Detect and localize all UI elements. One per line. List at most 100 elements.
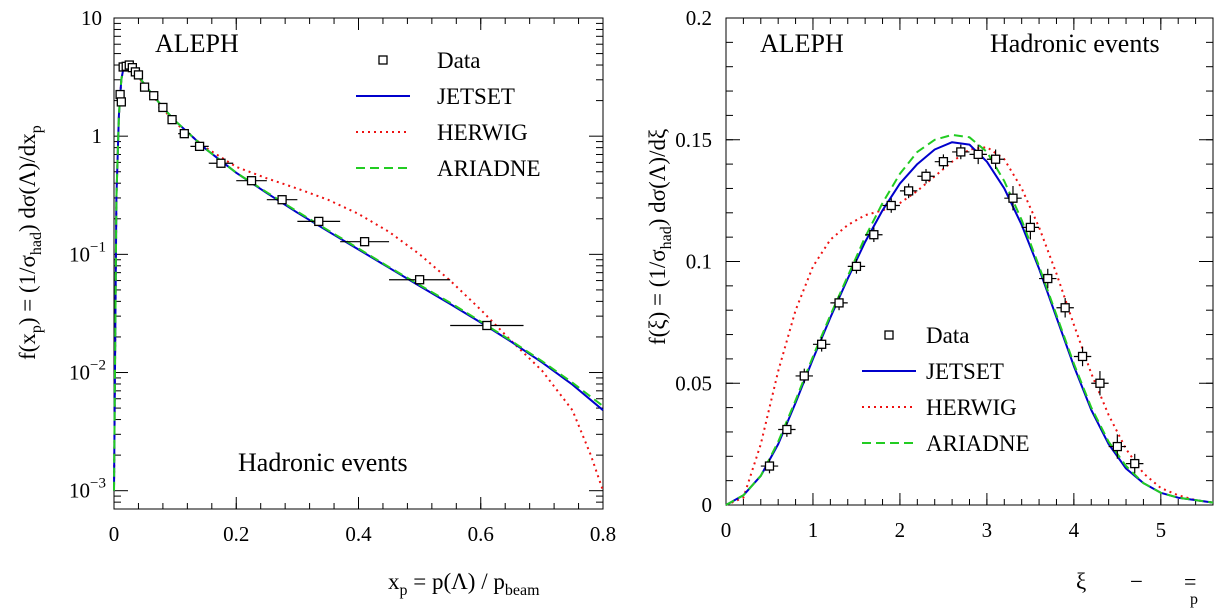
xp-y-tick-label: 10−3 <box>69 476 106 503</box>
xi-data-marker <box>782 424 792 435</box>
xi-data-marker <box>1095 378 1105 388</box>
xi-curve-herwig <box>725 146 1214 506</box>
xi-distribution-panel: 0 1 2 3 4 5 0 0.05 0.1 0.15 0.2 ALEPH Hadronic eve… <box>645 6 1214 608</box>
xi-y-tick-label: 0.2 <box>686 6 712 30</box>
xi-data-marker <box>921 171 931 181</box>
xi-data-point <box>899 183 918 199</box>
xi-data-marker <box>799 371 809 381</box>
xi-data-point <box>1108 434 1127 459</box>
xi-y-tick-label: 0.1 <box>686 250 712 274</box>
xp-data-marker <box>359 237 370 247</box>
xp-curve-herwig <box>113 62 604 492</box>
xp-data-marker <box>277 195 287 205</box>
xi-data-point <box>760 458 779 474</box>
xi-x-tick-label: 4 <box>1069 518 1080 542</box>
xi-x-axis-sub: p <box>1190 591 1198 608</box>
xi-legend-item-jetset: JETSET <box>862 359 1004 384</box>
xi-data-point <box>917 168 935 184</box>
xp-legend-marker <box>378 55 388 65</box>
xi-data-marker <box>886 200 896 211</box>
xp-data-marker <box>246 176 257 186</box>
xi-legend: Data JETSET HERWIG ARIADNE <box>862 323 1030 456</box>
xp-data-point <box>266 195 298 205</box>
xp-data-marker <box>116 97 126 107</box>
xi-data-point <box>1021 215 1040 240</box>
xp-data-point <box>158 102 168 113</box>
xp-y-tick-label: 1 <box>92 124 103 148</box>
xi-y-axis-label: f(ξ) = (1/σhad) dσ(Λ)/dξ <box>645 129 675 345</box>
xi-data-marker <box>1043 273 1053 284</box>
xi-legend-item-data: Data <box>884 323 969 348</box>
xp-legend: Data JETSET HERWIG ARIADNE <box>356 48 541 181</box>
xp-y-tick-label: 10−1 <box>69 239 106 266</box>
xi-x-axis-bar: = <box>1184 569 1196 594</box>
xi-data-marker <box>1025 222 1036 233</box>
xi-data-point <box>812 336 831 352</box>
xi-data-point <box>1073 346 1092 367</box>
xi-axis-ticks <box>725 17 1214 506</box>
xp-distribution-panel: 0 0.2 0.4 0.6 0.8 10 1 10−1 10−2 10−3 ALEPH Hadro… <box>15 6 616 599</box>
xp-tick-labels: 0 0.2 0.4 0.6 0.8 10 1 10−1 10−2 10−3 <box>69 6 616 546</box>
xp-legend-label: Data <box>437 48 480 73</box>
xp-annotation-label: Hadronic events <box>238 448 408 477</box>
xi-data-point <box>1091 371 1109 396</box>
xi-experiment-label: ALEPH <box>760 29 844 58</box>
xp-x-tick-label: 0.6 <box>468 522 494 546</box>
xp-data-marker <box>167 114 177 125</box>
xi-legend-item-ariadne: ARIADNE <box>862 431 1030 456</box>
xp-x-tick-label: 0.8 <box>590 522 616 546</box>
xi-curve-ariadne <box>725 133 1214 506</box>
xp-y-axis-label: f(xp) = (1/σhad) dσ(Λ)/dxp <box>15 125 45 360</box>
xp-data-marker <box>216 158 226 168</box>
xi-data-marker <box>903 186 914 196</box>
xi-tick-labels: 0 1 2 3 4 5 0 0.05 0.1 0.15 0.2 <box>675 6 1166 542</box>
xp-data-point <box>340 237 390 247</box>
xi-data-point <box>882 198 900 213</box>
xp-data-marker <box>314 216 324 227</box>
xi-data-marker <box>764 461 775 471</box>
xi-legend-label: HERWIG <box>926 395 1017 420</box>
xi-data-point <box>865 227 883 243</box>
xi-legend-item-herwig: HERWIG <box>862 395 1017 420</box>
xp-experiment-label: ALEPH <box>155 29 239 58</box>
xp-data-point <box>450 320 524 331</box>
xp-axis-ticks <box>113 17 604 510</box>
xp-data-point <box>116 97 126 107</box>
xp-data-points <box>115 60 524 331</box>
xi-data-point <box>969 144 987 165</box>
xp-data-point <box>178 129 191 139</box>
xp-legend-item-data: Data <box>378 48 480 73</box>
xp-y-tick-label: 10−2 <box>69 358 106 385</box>
xi-data-marker <box>1077 351 1088 362</box>
xp-legend-label: JETSET <box>437 84 515 109</box>
xi-legend-marker <box>884 330 894 340</box>
xi-data-marker <box>869 230 879 240</box>
xi-x-tick-label: 1 <box>808 518 819 542</box>
xi-data-marker <box>1008 193 1018 203</box>
xi-data-marker <box>1060 303 1070 313</box>
xi-data-point <box>847 259 866 274</box>
xp-data-point <box>149 91 159 101</box>
xp-plot-frame <box>113 17 604 510</box>
xi-data-point <box>830 295 848 311</box>
xp-data-marker <box>179 129 189 139</box>
xp-y-tick-label: 10 <box>81 6 102 30</box>
xp-data-marker <box>133 70 144 80</box>
xi-x-axis-label: ξ <box>1076 569 1086 594</box>
xp-x-tick-label: 0.2 <box>223 522 249 546</box>
xp-data-point <box>139 82 150 92</box>
xp-legend-item-ariadne: ARIADNE <box>356 156 541 181</box>
xp-curve-jetset <box>113 62 604 491</box>
xi-data-point <box>1004 186 1022 211</box>
xp-x-tick-label: 0.4 <box>345 522 372 546</box>
xp-data-point <box>236 176 267 186</box>
xi-x-tick-label: 3 <box>982 518 993 542</box>
xp-data-marker <box>414 275 425 285</box>
xp-data-marker <box>139 82 150 92</box>
xi-legend-label: ARIADNE <box>926 431 1030 456</box>
xi-x-tick-label: 0 <box>721 518 732 542</box>
xp-model-curves <box>113 62 604 492</box>
xi-y-tick-label: 0.05 <box>675 371 712 395</box>
xp-data-point <box>190 141 209 152</box>
xi-data-marker <box>938 157 949 167</box>
